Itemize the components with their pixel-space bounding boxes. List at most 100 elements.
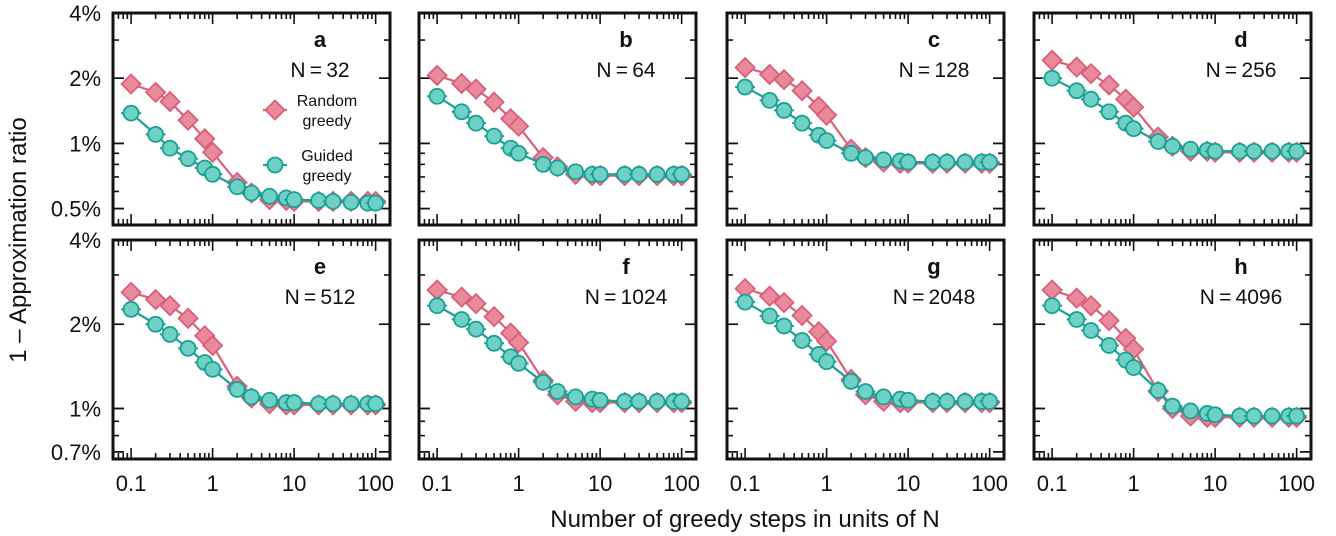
data-point-circle [204,165,222,183]
data-point-circle [648,165,666,183]
legend-label: Random [297,93,357,110]
y-tick-label: 1% [69,396,101,421]
data-point-circle [793,332,811,349]
data-point-diamond [483,91,505,113]
data-point-diamond [450,286,473,308]
data-point-diamond [144,81,167,104]
data-point-circle [938,153,956,171]
data-point-circle [899,153,917,171]
y-axis-label: 1 – Approximation ratio [5,117,32,362]
data-point-circle [1100,337,1118,354]
data-point-diamond [773,291,795,314]
data-point-diamond [815,104,838,126]
data-point-circle [673,165,691,183]
x-tick-label: 0.1 [1037,471,1068,496]
data-point-circle [630,393,648,410]
x-tick-label: 10 [588,471,612,496]
data-point-diamond [1065,287,1088,309]
data-point-circle [899,391,917,409]
panel-letter: h [1234,254,1247,279]
y-tick-label: 4% [69,228,101,253]
data-point-circle [818,353,836,371]
x-tick-label: 1 [512,471,524,496]
panel-n-label: N = 2048 [893,286,976,309]
x-tick-label: 1 [820,471,832,496]
x-tick-label: 1 [1127,471,1139,496]
data-point-diamond [120,73,142,95]
data-point-circle [673,393,691,410]
data-point-circle [793,114,811,132]
x-tick-label: 0.1 [116,471,147,496]
data-point-circle [179,339,197,357]
data-point-circle [1206,406,1224,424]
data-point-circle [549,159,566,177]
data-point-circle [1125,359,1143,377]
data-point-diamond [1065,56,1088,78]
data-point-circle [147,126,165,143]
panel-a: 0.5% 1% 2% 4% a N = 32 Random greedy Guided greed… [51,1,392,227]
x-tick-label: 100 [357,471,394,496]
panel-g: 0.1 1 10 100 g N = 2048 [725,238,1008,496]
panel-c: c N = 128 [725,11,1006,227]
data-point-diamond [1098,74,1120,96]
data-point-circle [1068,311,1086,328]
data-point-circle [842,372,860,390]
data-point-diamond [120,281,142,304]
data-point-diamond [159,90,181,113]
panel-n-label: N = 128 [899,59,970,82]
data-point-circle [1263,142,1281,160]
data-point-circle [367,194,385,212]
data-point-diamond [507,115,530,138]
data-point-circle [1100,103,1118,121]
data-point-diamond [465,292,487,315]
data-point-circle [122,300,140,318]
series-guided-greedy [427,297,692,410]
legend: Random greedy Guided greedy [263,93,357,185]
data-point-circle [875,151,892,169]
y-tick-label: 0.7% [51,440,101,465]
data-point-circle [591,391,609,409]
data-point-diamond [507,331,530,354]
x-tick-label: 1 [206,471,218,496]
data-point-circle [428,87,446,105]
data-point-circle [1182,402,1199,420]
data-point-circle [1043,297,1061,315]
legend-label: Guided [301,148,353,165]
data-point-circle [1082,322,1100,339]
data-point-circle [1043,69,1061,87]
panel-frame [111,238,392,461]
data-point-circle [510,354,528,372]
panel-letter: d [1234,27,1247,52]
panel-frame [417,238,698,461]
data-point-diamond [1098,309,1120,332]
panel-d: d N = 256 [1032,11,1313,227]
y-tick-label: 2% [69,312,101,337]
panel-f: 0.1 1 10 100 f N = 1024 [417,238,700,496]
data-point-circle [285,191,303,209]
x-tick-label: 10 [1203,471,1227,496]
data-point-diamond [815,330,838,352]
data-point-circle [591,165,609,183]
series-guided-greedy [121,300,386,413]
data-point-circle [981,393,999,410]
data-point-circle [775,102,793,119]
data-point-circle [147,315,165,333]
data-point-circle [510,144,528,162]
data-point-diamond [426,279,448,301]
x-axis-label: Number of greedy steps in units of N [550,506,940,533]
data-point-circle [367,395,385,413]
panel-n-label: N = 1024 [585,286,668,309]
data-point-diamond [465,78,487,100]
data-point-circle [261,391,278,409]
panel-frame [725,238,1006,461]
data-point-circle [204,360,222,378]
data-point-circle [534,373,552,391]
data-point-circle [342,395,360,413]
series-guided-greedy [1042,69,1307,160]
panel-letter: c [928,27,940,52]
x-tick-label: 0.1 [422,471,453,496]
data-point-circle [956,393,974,410]
y-tick-label: 0.5% [51,197,101,222]
data-point-circle [1288,142,1306,160]
data-point-circle [1082,90,1100,108]
